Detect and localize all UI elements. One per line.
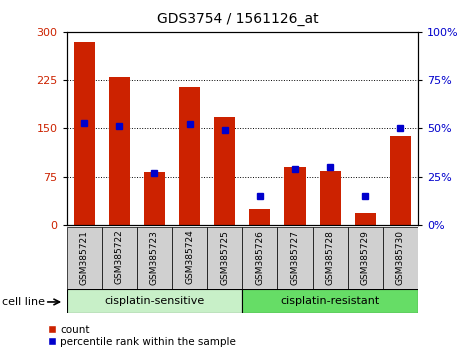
Bar: [348, 227, 383, 289]
Bar: [390, 136, 411, 225]
Text: GSM385727: GSM385727: [291, 230, 299, 285]
Text: cisplatin-sensitive: cisplatin-sensitive: [104, 296, 205, 306]
Bar: [74, 41, 95, 225]
Bar: [249, 209, 270, 225]
Text: GSM385721: GSM385721: [80, 230, 88, 285]
Bar: [144, 172, 165, 225]
Text: GSM385728: GSM385728: [326, 230, 334, 285]
Bar: [383, 227, 418, 289]
Bar: [109, 77, 130, 225]
Bar: [320, 171, 341, 225]
Text: GSM385725: GSM385725: [220, 230, 229, 285]
Legend: count, percentile rank within the sample: count, percentile rank within the sample: [48, 325, 237, 347]
Bar: [66, 227, 102, 289]
Bar: [137, 227, 172, 289]
Bar: [66, 289, 242, 313]
Bar: [242, 289, 418, 313]
Bar: [102, 227, 137, 289]
Text: GSM385724: GSM385724: [185, 230, 194, 284]
Text: GSM385730: GSM385730: [396, 230, 405, 285]
Text: cell line: cell line: [2, 297, 46, 307]
Bar: [172, 227, 207, 289]
Bar: [179, 86, 200, 225]
Text: GSM385722: GSM385722: [115, 230, 124, 284]
Text: GSM385729: GSM385729: [361, 230, 370, 285]
Bar: [242, 227, 277, 289]
Bar: [214, 117, 235, 225]
Text: GSM385726: GSM385726: [256, 230, 264, 285]
Text: GSM385723: GSM385723: [150, 230, 159, 285]
Bar: [313, 227, 348, 289]
Bar: [207, 227, 242, 289]
Text: GDS3754 / 1561126_at: GDS3754 / 1561126_at: [157, 12, 318, 27]
Text: cisplatin-resistant: cisplatin-resistant: [281, 296, 380, 306]
Bar: [355, 213, 376, 225]
Bar: [285, 167, 305, 225]
Bar: [277, 227, 313, 289]
